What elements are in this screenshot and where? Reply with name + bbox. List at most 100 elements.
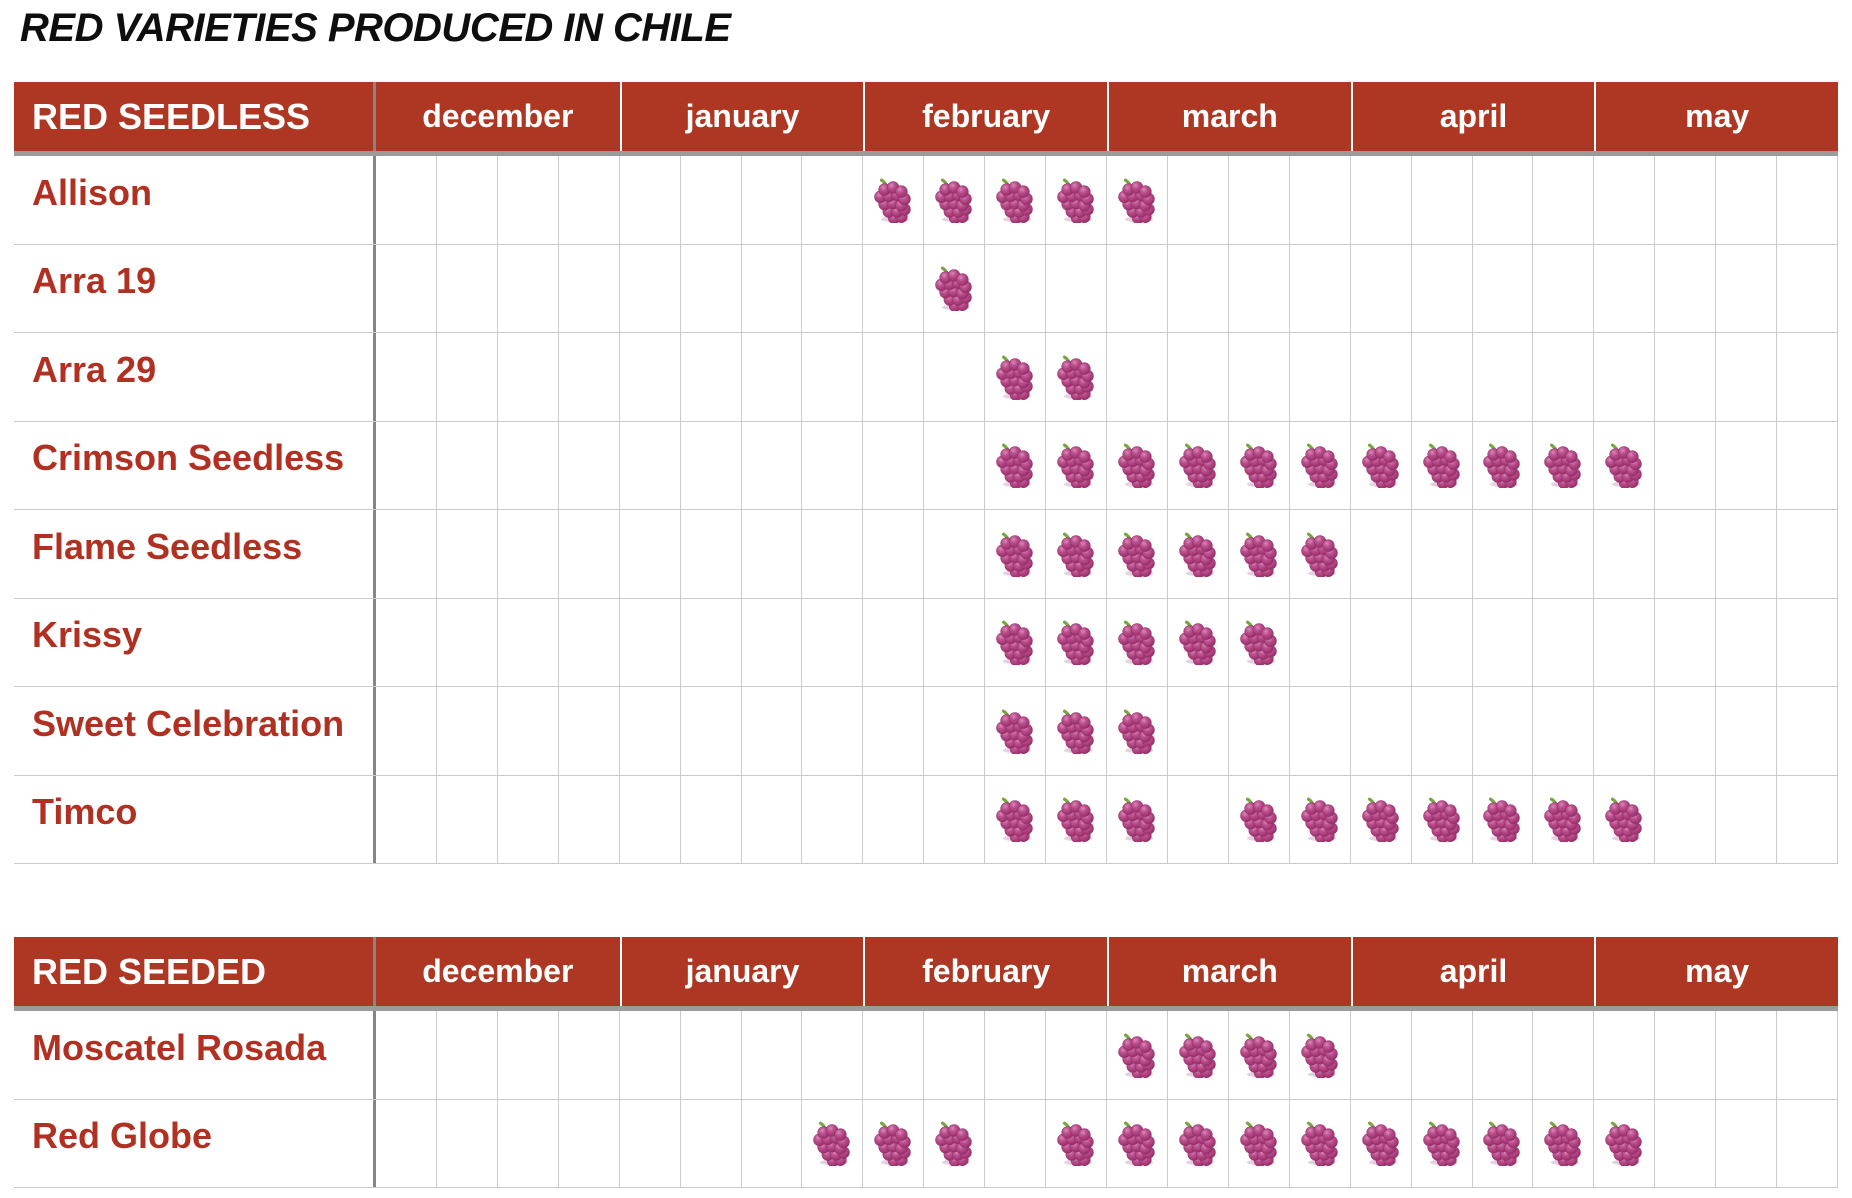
week-cell <box>742 510 803 598</box>
week-cell <box>1716 687 1778 775</box>
week-cell <box>681 687 742 775</box>
week-cell <box>1594 1011 1656 1099</box>
week-cell <box>1168 1099 1229 1187</box>
week-cell <box>1290 598 1351 686</box>
month-header-december: december <box>422 98 574 134</box>
week-cell <box>1473 687 1534 775</box>
week-cell <box>498 775 559 863</box>
variety-label: Sweet Celebration <box>14 687 376 775</box>
week-cell <box>1655 1011 1717 1099</box>
week-cell <box>437 421 498 509</box>
variety-row: Sweet Celebration <box>14 687 1838 776</box>
week-cell <box>498 1011 559 1099</box>
week-cell <box>1412 687 1473 775</box>
grapes-icon <box>1236 442 1282 488</box>
week-cell <box>620 333 681 421</box>
grapes-icon <box>1479 1120 1525 1166</box>
page-title: RED VARIETIES PRODUCED IN CHILE <box>20 6 731 50</box>
week-cell <box>1412 1011 1473 1099</box>
week-cell <box>1655 510 1717 598</box>
grapes-icon <box>931 177 977 223</box>
week-cell <box>376 510 437 598</box>
week-cell <box>376 244 437 332</box>
grapes-icon <box>809 1120 855 1166</box>
week-cell <box>1107 333 1168 421</box>
week-cell <box>863 156 925 244</box>
week-cell <box>742 333 803 421</box>
week-cell <box>742 598 803 686</box>
week-cell <box>1412 510 1473 598</box>
grapes-icon <box>1479 796 1525 842</box>
week-cell <box>985 421 1047 509</box>
week-cell <box>1716 1099 1778 1187</box>
week-cell <box>863 333 925 421</box>
week-cell <box>1168 598 1229 686</box>
week-cell <box>681 775 742 863</box>
week-cell <box>620 687 681 775</box>
week-cell <box>1290 421 1351 509</box>
week-cell <box>376 1099 437 1187</box>
grapes-icon <box>1601 796 1647 842</box>
variety-row: Crimson Seedless <box>14 421 1838 510</box>
week-cell <box>1533 156 1595 244</box>
grapes-icon <box>1114 177 1160 223</box>
week-cell <box>437 510 498 598</box>
week-cell <box>681 1099 742 1187</box>
week-cell <box>1594 598 1656 686</box>
week-cell <box>1594 1099 1656 1187</box>
grapes-icon <box>992 531 1038 577</box>
week-cell <box>376 156 437 244</box>
month-header-may: may <box>1594 937 1838 1006</box>
week-cell <box>985 687 1047 775</box>
week-cell <box>1107 687 1168 775</box>
week-cell <box>437 775 498 863</box>
week-cell <box>1229 421 1290 509</box>
grapes-icon <box>1053 442 1099 488</box>
week-cell <box>1229 333 1290 421</box>
week-cell <box>1655 156 1717 244</box>
variety-label: Krissy <box>14 598 376 686</box>
week-cell <box>437 333 498 421</box>
week-cell <box>742 156 803 244</box>
week-cell <box>1777 156 1838 244</box>
week-cell <box>1533 775 1595 863</box>
variety-label: Moscatel Rosada <box>14 1011 376 1099</box>
group-header-label: RED SEEDLESS <box>14 82 376 151</box>
grapes-icon <box>992 796 1038 842</box>
variety-label: Arra 29 <box>14 333 376 421</box>
grapes-icon <box>931 265 977 311</box>
week-cell <box>985 333 1047 421</box>
week-cell <box>559 510 620 598</box>
grapes-icon <box>1175 442 1221 488</box>
month-header-december: december <box>422 953 574 989</box>
grapes-icon <box>1114 1120 1160 1166</box>
variety-row: Red Globe <box>14 1099 1838 1188</box>
grapes-icon <box>1297 1120 1343 1166</box>
week-cell <box>1533 333 1595 421</box>
week-cell <box>1594 333 1656 421</box>
grapes-icon <box>1114 531 1160 577</box>
week-cell <box>863 244 925 332</box>
week-cell <box>1290 687 1351 775</box>
week-cell <box>1594 244 1656 332</box>
week-cell <box>1412 333 1473 421</box>
month-header-march: march <box>1107 937 1351 1006</box>
week-cell <box>620 1099 681 1187</box>
grapes-icon <box>1419 1120 1465 1166</box>
week-cell <box>559 1099 620 1187</box>
grapes-icon <box>1175 1032 1221 1078</box>
week-cell <box>1351 687 1412 775</box>
grapes-icon <box>1114 442 1160 488</box>
month-header-february: february <box>863 937 1107 1006</box>
week-cell <box>1107 244 1168 332</box>
grapes-icon <box>1540 442 1586 488</box>
week-cell <box>1533 244 1595 332</box>
week-cell <box>1351 510 1412 598</box>
week-cell <box>742 775 803 863</box>
grapes-icon <box>992 354 1038 400</box>
week-cell <box>559 775 620 863</box>
week-cell <box>1229 775 1290 863</box>
week-cell <box>1107 1099 1168 1187</box>
grapes-icon <box>992 708 1038 754</box>
week-cell <box>1473 421 1534 509</box>
